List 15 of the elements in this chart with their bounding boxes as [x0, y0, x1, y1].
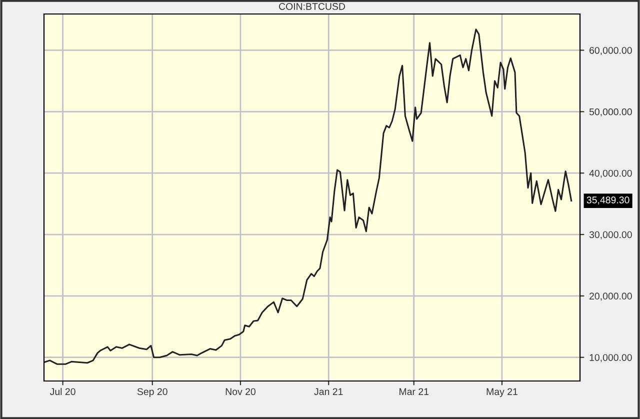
y-tick-label: 10,000.00: [590, 354, 632, 362]
x-tick-label: Nov 20: [226, 388, 256, 396]
y-tick-label: 60,000.00: [590, 46, 632, 56]
y-tick-label: 30,000.00: [589, 231, 632, 240]
x-tick-label: Jul 20: [50, 388, 76, 396]
y-tick-label: 20,000.00: [590, 292, 632, 301]
y-tick-label: 40,000.00: [589, 170, 632, 178]
annotation: 35,489.30: [586, 196, 630, 205]
x-tick-label: Sep 20: [137, 388, 168, 398]
x-tick-label: Jan 21: [314, 388, 343, 396]
y-tick-label: 50,000.00: [589, 108, 632, 116]
line-series: [44, 28, 572, 365]
x-tick-label: May 21: [486, 388, 518, 398]
chart-title: COIN:BTCUSD: [279, 3, 346, 10]
x-tick-label: Mar 21: [400, 388, 429, 396]
